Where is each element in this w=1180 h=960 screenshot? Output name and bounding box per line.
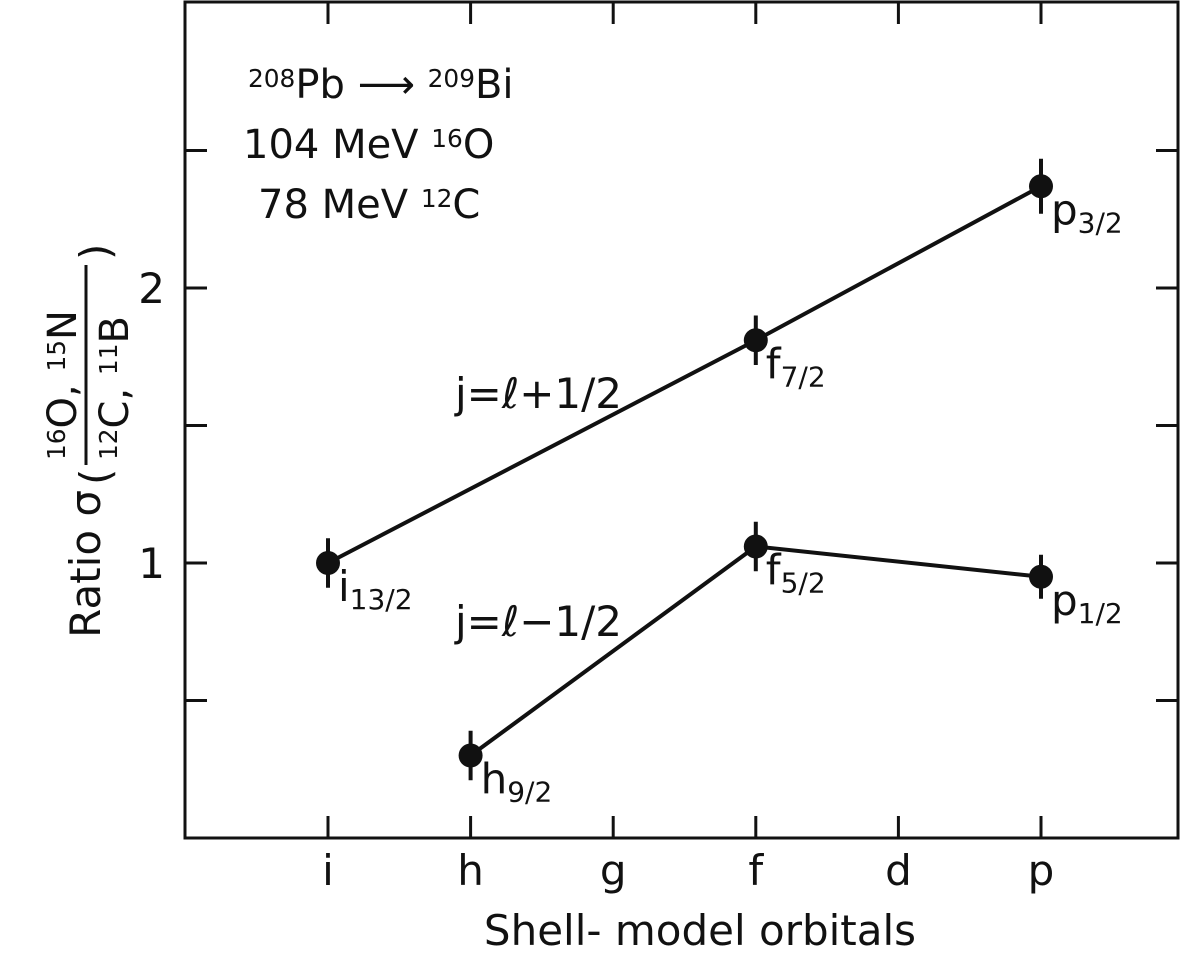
annotation: 78 MeV 12C	[258, 182, 480, 228]
point-label-main: p	[1051, 576, 1078, 625]
y-tick-label: 2	[138, 264, 165, 313]
text: Pb ⟶	[295, 62, 427, 108]
point-label-main: i	[338, 562, 350, 611]
text: C	[452, 182, 480, 228]
point-label: i13/2	[338, 562, 413, 616]
superscript: 12	[421, 184, 453, 213]
data-point	[743, 328, 768, 353]
series-line	[469, 544, 1042, 758]
series-line	[327, 184, 1042, 565]
text: 104 MeV	[243, 122, 431, 168]
x-tick-label: d	[885, 846, 912, 895]
x-tick-label: g	[600, 846, 627, 895]
text: O	[463, 122, 494, 168]
series-label: j=ℓ+1/2	[454, 369, 622, 418]
data-point	[458, 743, 483, 768]
x-axis-label: Shell- model orbitals	[484, 906, 916, 955]
point-label: f7/2	[766, 339, 826, 393]
y-axis-bracket: )	[71, 244, 120, 260]
point-label-main: p	[1051, 185, 1078, 234]
point-label-main: f	[766, 546, 782, 595]
x-tick-label: i	[322, 846, 334, 895]
superscript: 15	[42, 340, 71, 372]
point-label-main: h	[481, 755, 508, 804]
point-label-sub: 9/2	[507, 776, 552, 809]
y-tick-label: 1	[138, 539, 165, 588]
point-label: f5/2	[766, 546, 826, 600]
annotation: 104 MeV 16O	[243, 122, 494, 168]
y-axis-label-text: Ratio σ	[61, 490, 110, 638]
point-label: p1/2	[1051, 576, 1123, 630]
data-point	[1029, 564, 1053, 589]
text: 78 MeV	[258, 182, 421, 228]
point-label: h9/2	[481, 755, 553, 809]
x-tick-label: f	[748, 846, 764, 895]
text: C,	[92, 375, 138, 428]
point-label-sub: 3/2	[1078, 207, 1123, 240]
point-label-sub: 13/2	[350, 583, 413, 616]
point-label: p3/2	[1051, 185, 1123, 239]
superscript: 208	[248, 64, 295, 93]
superscript: 16	[431, 124, 463, 153]
y-label-denominator: 12C, 11B	[92, 316, 138, 460]
y-label-numerator: 16O, 15N	[40, 310, 86, 460]
superscript: 16	[42, 428, 71, 460]
y-axis-bracket: (	[71, 469, 120, 485]
annotation: 208Pb ⟶ 209Bi	[248, 62, 514, 108]
superscript: 12	[94, 428, 123, 460]
superscript: 209	[428, 64, 475, 93]
point-label-sub: 7/2	[781, 361, 826, 394]
x-tick-label: p	[1028, 846, 1055, 895]
text: O,	[40, 372, 86, 429]
point-label-sub: 1/2	[1078, 597, 1123, 630]
text: Bi	[475, 62, 514, 108]
point-label-main: f	[766, 339, 782, 388]
series-label: j=ℓ−1/2	[454, 597, 622, 646]
plot-frame	[183, 0, 1180, 840]
data-point	[316, 551, 340, 575]
data-point	[1029, 174, 1053, 199]
superscript: 11	[94, 344, 123, 376]
text: B	[92, 316, 138, 343]
point-label-sub: 5/2	[781, 567, 826, 600]
data-point	[743, 534, 768, 559]
text: N	[40, 310, 86, 340]
x-tick-label: h	[457, 846, 484, 895]
